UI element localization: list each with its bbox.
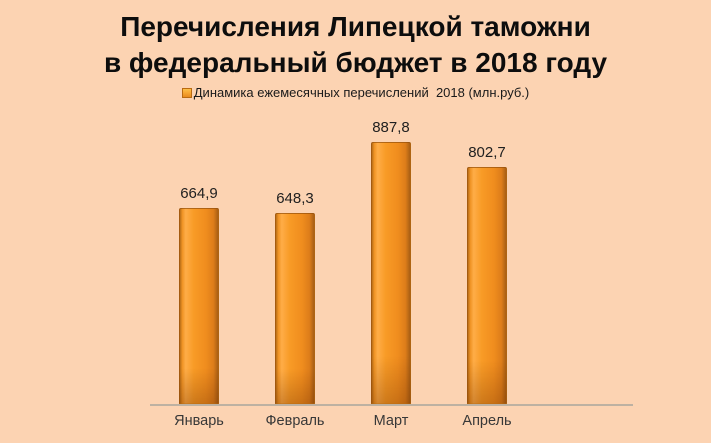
bar-январь <box>179 208 219 404</box>
legend-marker-icon <box>181 87 192 98</box>
legend: Динамика ежемесячных перечислений 2018 (… <box>0 85 711 100</box>
x-axis-label: Февраль <box>265 413 325 429</box>
bar-апрель <box>467 167 507 404</box>
chart-title-line-2: в федеральный бюджет в 2018 году <box>103 47 608 78</box>
bar-value-label: 802,7 <box>468 144 506 161</box>
legend-label: Динамика ежемесячных перечислений 2018 (… <box>193 85 530 100</box>
bar-value-label: 648,3 <box>276 190 314 207</box>
bar-value-label: 664,9 <box>180 185 218 202</box>
x-axis-label: Март <box>373 413 409 429</box>
x-axis-label: Январь <box>174 413 224 429</box>
bar-март <box>371 142 411 404</box>
x-axis-line <box>150 404 633 406</box>
bar-value-label: 887,8 <box>372 119 410 136</box>
x-axis-label: Апрель <box>462 413 512 429</box>
chart-title-line-1: Перечисления Липецкой таможни <box>120 11 591 42</box>
chart-title: Перечисления Липецкой таможни в федераль… <box>0 9 711 81</box>
bar-февраль <box>275 213 315 404</box>
